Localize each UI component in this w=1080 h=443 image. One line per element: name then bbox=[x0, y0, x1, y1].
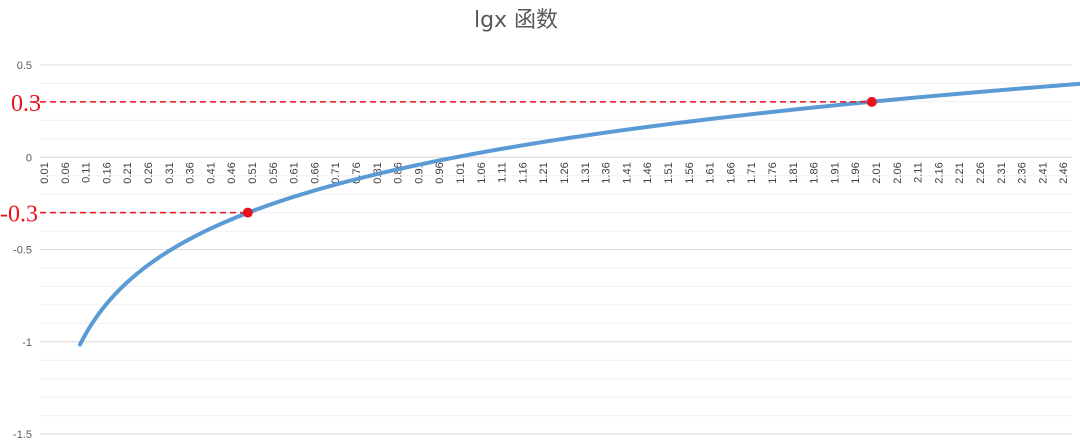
y-tick-label: -1 bbox=[22, 337, 32, 349]
x-tick-label: 1.96 bbox=[850, 162, 862, 183]
x-tick-label: 1.41 bbox=[621, 162, 633, 183]
x-tick-label: 2.41 bbox=[1037, 162, 1049, 183]
x-tick-label: 2.01 bbox=[871, 162, 883, 183]
x-tick-label: 2.36 bbox=[1017, 162, 1029, 183]
x-tick-label: 2.26 bbox=[975, 162, 987, 183]
x-tick-label: 0.66 bbox=[309, 162, 321, 183]
x-tick-label: 0.31 bbox=[164, 162, 176, 183]
x-tick-label: 1.36 bbox=[601, 162, 613, 183]
x-tick-label: 0.61 bbox=[289, 162, 301, 183]
x-tick-label: 0.71 bbox=[330, 162, 342, 183]
x-tick-label: 1.81 bbox=[788, 162, 800, 183]
gridlines bbox=[40, 64, 1072, 435]
chart-title: lgx 函数 bbox=[474, 8, 558, 33]
x-tick-label: 0.86 bbox=[393, 162, 405, 183]
x-axis-ticks: 0.01 0.06 0.11 0.16 0.21 0.26 0.31 0.36 0.41 0.46… bbox=[39, 162, 1070, 183]
y-tick-label: -0.5 bbox=[13, 245, 32, 257]
annotation-point bbox=[866, 96, 877, 107]
annotation-point bbox=[242, 207, 253, 218]
x-tick-label: 2.46 bbox=[1058, 162, 1070, 183]
x-tick-label: 0.91 bbox=[413, 162, 425, 183]
x-tick-label: 0.36 bbox=[185, 162, 197, 183]
x-tick-label: 1.51 bbox=[663, 162, 675, 183]
x-tick-label: 1.11 bbox=[497, 162, 509, 183]
y-tick-label: 0 bbox=[26, 152, 32, 164]
x-tick-label: 1.91 bbox=[829, 162, 841, 183]
x-tick-label: 0.51 bbox=[247, 162, 259, 183]
y-tick-label: 0.5 bbox=[17, 60, 32, 72]
annotation-label: -0.3 bbox=[0, 202, 38, 228]
x-tick-label: 0.01 bbox=[39, 162, 51, 183]
x-tick-label: 1.71 bbox=[746, 162, 758, 183]
x-tick-label: 0.96 bbox=[434, 162, 446, 183]
x-tick-label: 2.11 bbox=[913, 162, 925, 183]
y-axis-ticks: 0.5 0 -0.5 -1 -1.5 bbox=[13, 60, 32, 441]
x-tick-label: 1.16 bbox=[517, 162, 529, 183]
y-tick-label: -1.5 bbox=[13, 429, 32, 441]
x-tick-label: 1.61 bbox=[705, 162, 717, 183]
x-tick-label: 1.26 bbox=[559, 162, 571, 183]
x-tick-label: 0.26 bbox=[143, 162, 155, 183]
annotations: -0.3 0.3 bbox=[0, 91, 877, 228]
annotation-label: 0.3 bbox=[11, 91, 41, 117]
x-tick-label: 1.01 bbox=[455, 162, 467, 183]
x-tick-label: 0.21 bbox=[122, 162, 134, 183]
x-tick-label: 0.41 bbox=[205, 162, 217, 183]
x-tick-label: 1.31 bbox=[580, 162, 592, 183]
x-tick-label: 2.16 bbox=[933, 162, 945, 183]
x-tick-label: 0.06 bbox=[60, 162, 72, 183]
x-tick-label: 1.66 bbox=[725, 162, 737, 183]
x-tick-label: 0.11 bbox=[81, 162, 93, 183]
x-tick-label: 1.56 bbox=[684, 162, 696, 183]
x-tick-label: 0.56 bbox=[268, 162, 280, 183]
x-tick-label: 1.21 bbox=[538, 162, 550, 183]
x-tick-label: 1.86 bbox=[809, 162, 821, 183]
x-tick-label: 0.16 bbox=[101, 162, 113, 183]
x-tick-label: 2.06 bbox=[892, 162, 904, 183]
x-tick-label: 1.76 bbox=[767, 162, 779, 183]
x-tick-label: 1.46 bbox=[642, 162, 654, 183]
x-tick-label: 0.46 bbox=[226, 162, 238, 183]
x-tick-label: 1.06 bbox=[476, 162, 488, 183]
x-tick-label: 2.31 bbox=[996, 162, 1008, 183]
lgx-series-line bbox=[77, 81, 1080, 347]
x-tick-label: 2.21 bbox=[954, 162, 966, 183]
